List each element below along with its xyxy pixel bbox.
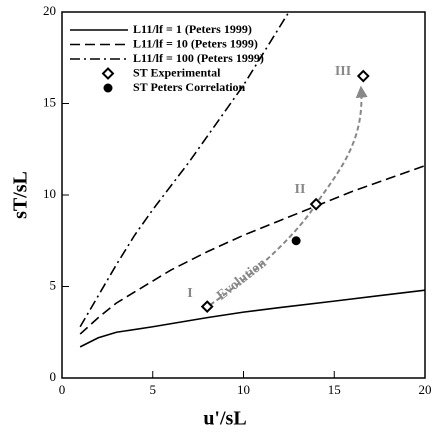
y-tick-label: 5 xyxy=(50,277,57,292)
y-axis-label: sT/sL xyxy=(10,171,32,219)
legend-label: L11/lf = 10 (Peters 1999) xyxy=(133,36,258,50)
legend-label: ST Experimental xyxy=(133,65,221,79)
series-line xyxy=(79,164,425,335)
x-tick-label: 5 xyxy=(150,382,157,397)
y-tick-label: 15 xyxy=(43,94,56,109)
plot-frame xyxy=(61,11,426,379)
diamond-marker xyxy=(356,69,370,83)
diamond-marker xyxy=(309,197,323,211)
annotation: II xyxy=(295,182,306,197)
legend-label: L11/lf = 100 (Peters 1999) xyxy=(133,51,264,65)
y-tick-label: 0 xyxy=(50,369,57,384)
x-tick-label: 10 xyxy=(237,382,250,397)
series-line xyxy=(79,12,290,328)
legend-label: ST Peters Correlation xyxy=(133,80,246,94)
diamond-marker xyxy=(200,300,214,314)
circle-marker xyxy=(103,83,113,93)
series-line xyxy=(79,289,425,348)
y-tick-label: 10 xyxy=(43,186,56,201)
legend-label: L11/lf = 1 (Peters 1999) xyxy=(133,22,252,36)
diamond-marker xyxy=(101,67,115,80)
annotation: I xyxy=(187,286,192,301)
circle-marker xyxy=(291,236,301,246)
annotation: III xyxy=(335,64,351,79)
x-tick-label: 15 xyxy=(328,382,341,397)
x-tick-label: 0 xyxy=(59,382,66,397)
annotation: Evolution xyxy=(214,256,269,304)
y-tick-label: 20 xyxy=(43,3,56,18)
x-tick-label: 20 xyxy=(419,382,432,397)
x-axis-label: u'/sL xyxy=(203,408,246,430)
